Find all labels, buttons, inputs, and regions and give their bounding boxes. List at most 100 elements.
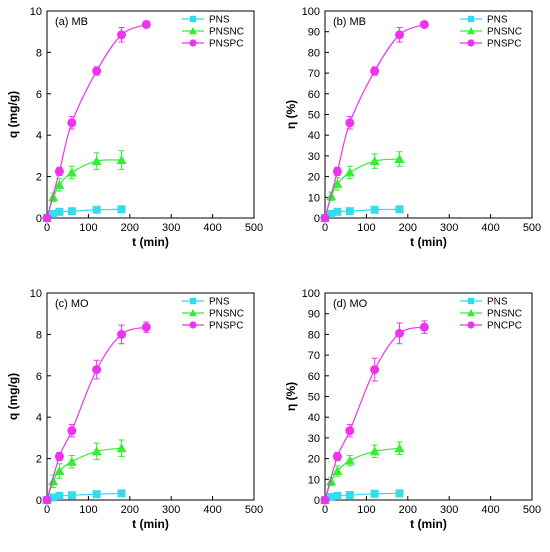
x-tick-label: 0 [322,504,328,516]
plot-frame [46,10,255,219]
legend-marker [189,27,197,35]
legend-label: PNS [209,297,230,308]
y-tick-label: 50 [308,392,320,404]
legend-label: PNSNC [487,309,522,320]
legend-label: PNSPC [209,39,243,50]
legend-label: PNSNC [209,27,244,38]
data-point [141,322,151,332]
y-tick-label: 2 [36,454,42,466]
x-axis-label: t (min) [410,235,447,249]
y-tick-label: 80 [308,329,320,341]
y-tick-label: 20 [308,172,320,184]
legend-label: PNS [209,15,230,26]
data-point [345,426,355,436]
y-tick-label: 0 [314,213,320,225]
x-tick-label: 200 [399,222,417,234]
legend-label: PNS [487,15,508,26]
data-point [370,365,380,375]
x-tick-label: 0 [44,222,50,234]
panel-label: (c) MO [55,298,89,310]
data-point [332,178,343,188]
y-tick-label: 40 [308,130,320,142]
data-point [117,329,127,339]
y-tick-label: 0 [36,213,42,225]
data-point [55,491,64,500]
legend-marker [467,321,475,329]
data-point [394,443,405,453]
x-tick-label: 300 [162,504,180,516]
data-point [345,118,355,128]
data-point [116,443,127,453]
plot-frame [46,292,255,501]
y-tick-label: 70 [308,350,320,362]
data-point [117,30,127,40]
y-tick-label: 50 [308,110,320,122]
data-point [54,179,65,189]
data-point [395,205,404,214]
series-PNSPC [320,19,429,223]
data-point [344,455,355,465]
data-point [91,156,102,166]
data-point [370,489,379,498]
data-point [369,156,380,166]
legend-marker [467,39,475,47]
data-point [117,205,126,214]
y-tick-label: 8 [36,47,42,59]
x-tick-label: 500 [245,504,263,516]
data-point [326,476,337,486]
y-tick-label: 8 [36,329,42,341]
data-point [92,365,102,375]
y-tick-label: 0 [314,495,320,507]
legend-marker [189,15,197,23]
chart-panel-2: 0 100 200 300 400 500 0 10 20 30 40 50 60 70 80 90 100 t … [284,6,541,249]
y-tick-label: 6 [36,371,42,383]
x-tick-label: 200 [121,222,139,234]
x-tick-label: 300 [440,504,458,516]
y-tick-label: 30 [308,433,320,445]
x-tick-label: 200 [121,504,139,516]
x-tick-label: 100 [79,222,97,234]
legend-marker [189,39,197,47]
data-point [54,466,65,476]
x-tick-label: 300 [162,222,180,234]
legend-marker [189,321,197,329]
data-point [370,205,379,214]
data-point [327,492,336,501]
data-point [67,207,76,216]
y-tick-label: 60 [308,371,320,383]
y-tick-label: 20 [308,454,320,466]
x-tick-label: 100 [79,504,97,516]
legend-label: PNSNC [487,27,522,38]
data-point [66,167,77,177]
legend-marker [467,297,475,305]
series-PNSNC [42,439,127,504]
y-axis-label: η (%) [284,382,298,411]
y-tick-label: 90 [308,27,320,39]
data-point [49,493,58,502]
legend-marker [189,297,197,305]
data-point [54,166,64,176]
series-PNSPC [42,321,151,505]
data-point [327,209,336,218]
data-point [395,328,405,338]
y-axis-label: η (%) [284,100,298,129]
x-tick-label: 300 [440,222,458,234]
legend-label: PNCPC [487,321,522,332]
panel-label: (b) MB [333,16,366,28]
series-PNS [43,489,126,504]
legend-label: PNS [487,297,508,308]
y-tick-label: 10 [308,192,320,204]
data-point [91,446,102,456]
y-tick-label: 30 [308,151,320,163]
data-point [395,489,404,498]
data-point [67,426,77,436]
legend-marker [467,27,475,35]
data-point [369,446,380,456]
y-tick-label: 4 [36,130,42,142]
y-tick-label: 100 [302,288,320,300]
y-tick-label: 90 [308,309,320,321]
panel-label: (d) MO [333,298,368,310]
y-tick-label: 2 [36,172,42,184]
data-point [419,322,429,332]
series-PNS [321,205,404,222]
